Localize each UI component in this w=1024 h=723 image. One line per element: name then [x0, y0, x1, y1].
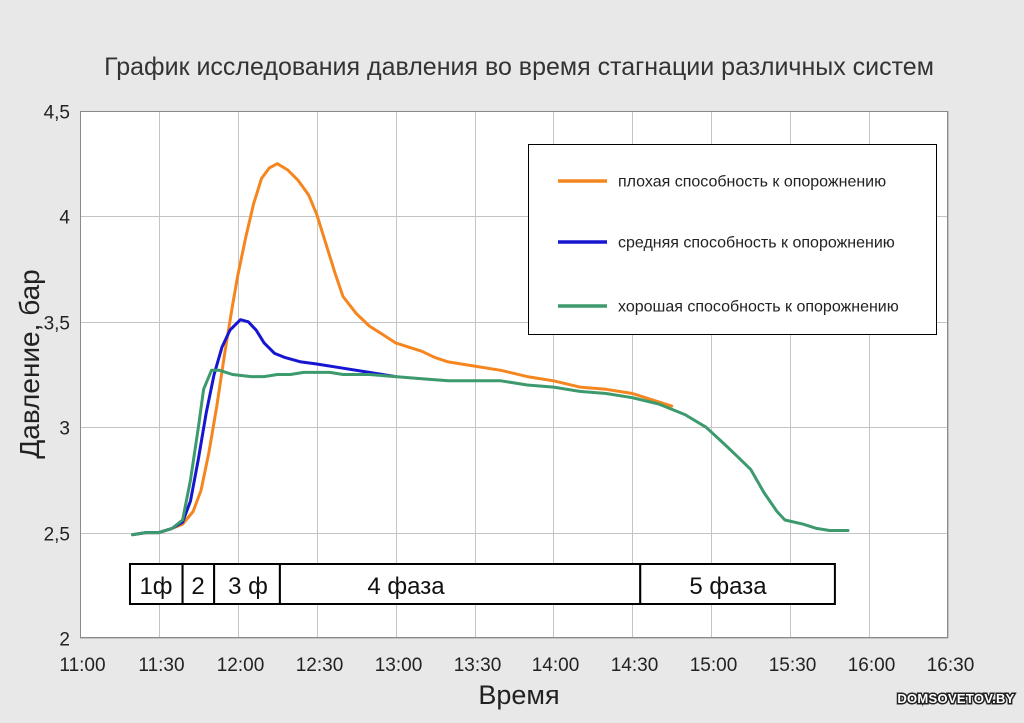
x-tick-label: 11:30 — [138, 655, 184, 676]
x-tick-label: 15:30 — [769, 655, 817, 676]
phase-strip: 1ф 2 3 ф 4 фаза 5 фаза — [128, 563, 836, 605]
x-tick-label: 16:00 — [848, 655, 896, 676]
x-tick-label: 12:00 — [217, 655, 265, 676]
phase-label: 2 — [191, 573, 204, 600]
chart-title: График исследования давления во время ст… — [104, 53, 934, 81]
x-axis-ticks: 11:00 11:30 12:00 12:30 13:00 13:30 14:00 14:30… — [59, 655, 974, 676]
legend-label: средняя способность к опорожнению — [618, 235, 895, 252]
series-lines — [131, 162, 850, 537]
legend-box — [528, 144, 937, 335]
y-tick-label: 4 — [59, 208, 70, 229]
phase-label: 5 фаза — [689, 573, 767, 600]
x-tick-label: 16:30 — [927, 655, 975, 676]
plot-border — [80, 111, 948, 638]
x-tick-label: 12:30 — [296, 655, 344, 676]
y-tick-label: 4,5 — [44, 103, 70, 124]
x-tick-label: 13:00 — [375, 655, 423, 676]
x-tick-label: 15:00 — [690, 655, 738, 676]
phase-label: 1ф — [139, 573, 172, 600]
y-tick-label: 2,5 — [44, 525, 70, 546]
watermark: DOMSOVETOV.BY — [897, 691, 1014, 706]
phase-box — [278, 563, 642, 605]
x-tick-label: 14:30 — [611, 655, 659, 676]
legend-label: хорошая способность к опорожнению — [618, 299, 899, 316]
legend-label: плохая способность к опорожнению — [618, 174, 886, 191]
x-tick-label: 11:00 — [59, 655, 105, 676]
legend: плохая способность к опорожнению средняя … — [528, 144, 937, 335]
phase-box — [128, 563, 184, 605]
phase-box — [181, 563, 216, 605]
y-tick-label: 3 — [59, 419, 70, 440]
phase-box — [213, 563, 281, 605]
y-axis-label: Давление, бар — [14, 269, 45, 458]
x-tick-label: 14:00 — [532, 655, 580, 676]
phase-label: 4 фаза — [367, 573, 445, 600]
y-axis-ticks: 2 2,5 3 3,5 4 4,5 — [44, 103, 71, 651]
x-tick-label: 13:30 — [454, 655, 502, 676]
phase-label: 3 ф — [228, 573, 268, 600]
x-axis-label: Время — [478, 680, 559, 710]
phase-box — [639, 563, 836, 605]
series-line-good-drainage — [131, 368, 850, 537]
y-tick-label: 2 — [59, 630, 70, 651]
series-line-poor-drainage — [131, 162, 674, 537]
y-tick-label: 3,5 — [44, 314, 70, 335]
